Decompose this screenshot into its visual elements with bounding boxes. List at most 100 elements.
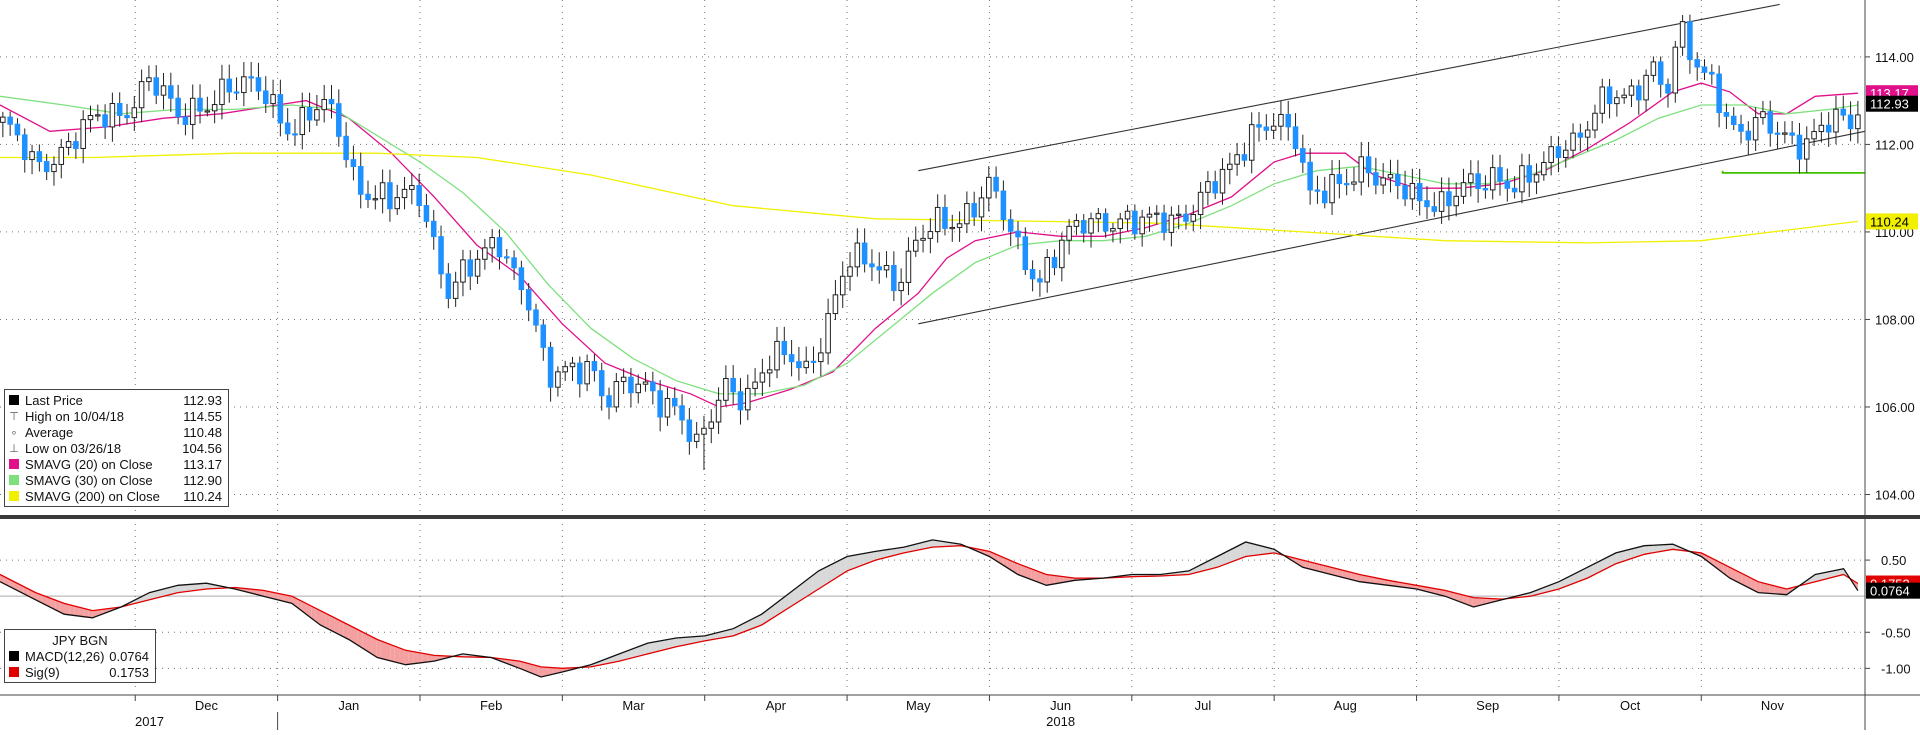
macd-fill-below bbox=[413, 652, 418, 664]
candle-body bbox=[22, 135, 27, 160]
legend-label: Last Price bbox=[25, 393, 183, 408]
candle-body bbox=[1527, 166, 1532, 182]
candle-body bbox=[1790, 133, 1795, 135]
price-tick-label: 114.00 bbox=[1875, 50, 1914, 65]
legend-swatch bbox=[9, 651, 19, 661]
candle-body bbox=[1089, 219, 1094, 233]
candle-body bbox=[1118, 219, 1123, 229]
candle-body bbox=[563, 367, 568, 372]
candle-body bbox=[716, 400, 721, 422]
candle-body bbox=[738, 392, 743, 410]
macd-fill-below bbox=[404, 650, 409, 665]
candle-body bbox=[37, 152, 42, 162]
candle-body bbox=[607, 396, 612, 407]
candle-body bbox=[570, 363, 575, 367]
macd-fill-below bbox=[399, 648, 404, 664]
candle-body bbox=[1381, 178, 1386, 185]
candle-body bbox=[1753, 118, 1758, 140]
candle-body bbox=[526, 290, 531, 310]
month-label: Nov bbox=[1761, 698, 1785, 713]
candle-body bbox=[1403, 186, 1408, 199]
candle-body bbox=[1658, 62, 1663, 84]
legend-value: 104.56 bbox=[182, 441, 228, 456]
candle-body bbox=[1476, 174, 1481, 189]
candle-body bbox=[1016, 231, 1021, 237]
legend-label: SMAVG (20) on Close bbox=[25, 457, 183, 472]
candle-body bbox=[892, 265, 897, 290]
candle-body bbox=[1512, 188, 1517, 192]
candle-body bbox=[446, 274, 451, 299]
candle-body bbox=[556, 372, 561, 387]
candle-body bbox=[1600, 87, 1605, 113]
candle-body bbox=[672, 398, 677, 405]
candle-body bbox=[147, 78, 152, 82]
candle-body bbox=[1045, 257, 1050, 282]
candle-body bbox=[329, 99, 334, 103]
candle-body bbox=[1812, 132, 1817, 139]
legend-value: 112.90 bbox=[183, 473, 228, 488]
candle-body bbox=[1, 117, 6, 122]
candle-body bbox=[760, 373, 765, 382]
candle-body bbox=[1841, 109, 1846, 115]
candle-body bbox=[322, 99, 327, 109]
candle-body bbox=[1008, 220, 1013, 232]
macd-fill-above bbox=[1254, 544, 1259, 555]
candle-body bbox=[1593, 113, 1598, 130]
candle-body bbox=[1804, 139, 1809, 159]
candle-body bbox=[767, 370, 772, 373]
candle-body bbox=[52, 164, 57, 171]
candle-body bbox=[687, 420, 692, 441]
macd-fill-below bbox=[539, 666, 544, 676]
candle-body bbox=[1155, 213, 1160, 214]
candle-body bbox=[59, 147, 64, 164]
candle-body bbox=[1410, 183, 1415, 198]
candle-body bbox=[1023, 237, 1028, 270]
candle-body bbox=[855, 243, 860, 267]
candle-body bbox=[271, 95, 276, 104]
macd-fill-above bbox=[646, 643, 651, 655]
candle-body bbox=[1761, 112, 1766, 118]
macd-fill-below bbox=[390, 644, 395, 662]
macd-legend-title: JPY BGN bbox=[52, 633, 107, 648]
candle-body bbox=[651, 382, 656, 391]
candle-body bbox=[1228, 164, 1233, 169]
candle-body bbox=[1001, 191, 1006, 220]
candle-body bbox=[1688, 22, 1693, 60]
month-label: Jul bbox=[1195, 698, 1212, 713]
candle-body bbox=[636, 384, 641, 392]
macd-fill-above bbox=[1245, 543, 1250, 557]
candle-body bbox=[775, 341, 780, 369]
value-tag: 112.93 bbox=[1866, 96, 1918, 112]
candle-body bbox=[96, 115, 101, 116]
candle-body bbox=[1242, 155, 1247, 161]
candle-body bbox=[1060, 240, 1065, 267]
candle-body bbox=[1637, 86, 1642, 100]
candle-body bbox=[1585, 130, 1590, 137]
legend-label: Sig(9) bbox=[25, 665, 109, 680]
candle-body bbox=[1505, 181, 1510, 188]
candle-body bbox=[1191, 215, 1196, 222]
macd-fill-below bbox=[381, 641, 386, 660]
candle-body bbox=[913, 240, 918, 251]
candle-body bbox=[862, 243, 867, 264]
candle-body bbox=[424, 206, 429, 222]
candle-body bbox=[1520, 166, 1525, 192]
candle-body bbox=[1644, 75, 1649, 100]
legend-value: 0.1753 bbox=[109, 665, 155, 680]
candle-body bbox=[285, 123, 290, 134]
candle-body bbox=[154, 78, 159, 95]
candle-body bbox=[1220, 169, 1225, 193]
candle-body bbox=[1308, 162, 1313, 190]
candle-body bbox=[1235, 155, 1240, 165]
candle-body bbox=[1534, 175, 1539, 182]
candle-body bbox=[548, 347, 553, 387]
value-tag: 110.24 bbox=[1866, 213, 1918, 229]
macd-tick-label: -1.00 bbox=[1881, 661, 1911, 676]
candle-body bbox=[1549, 147, 1554, 163]
candle-body bbox=[599, 371, 604, 396]
candle-body bbox=[344, 136, 349, 159]
